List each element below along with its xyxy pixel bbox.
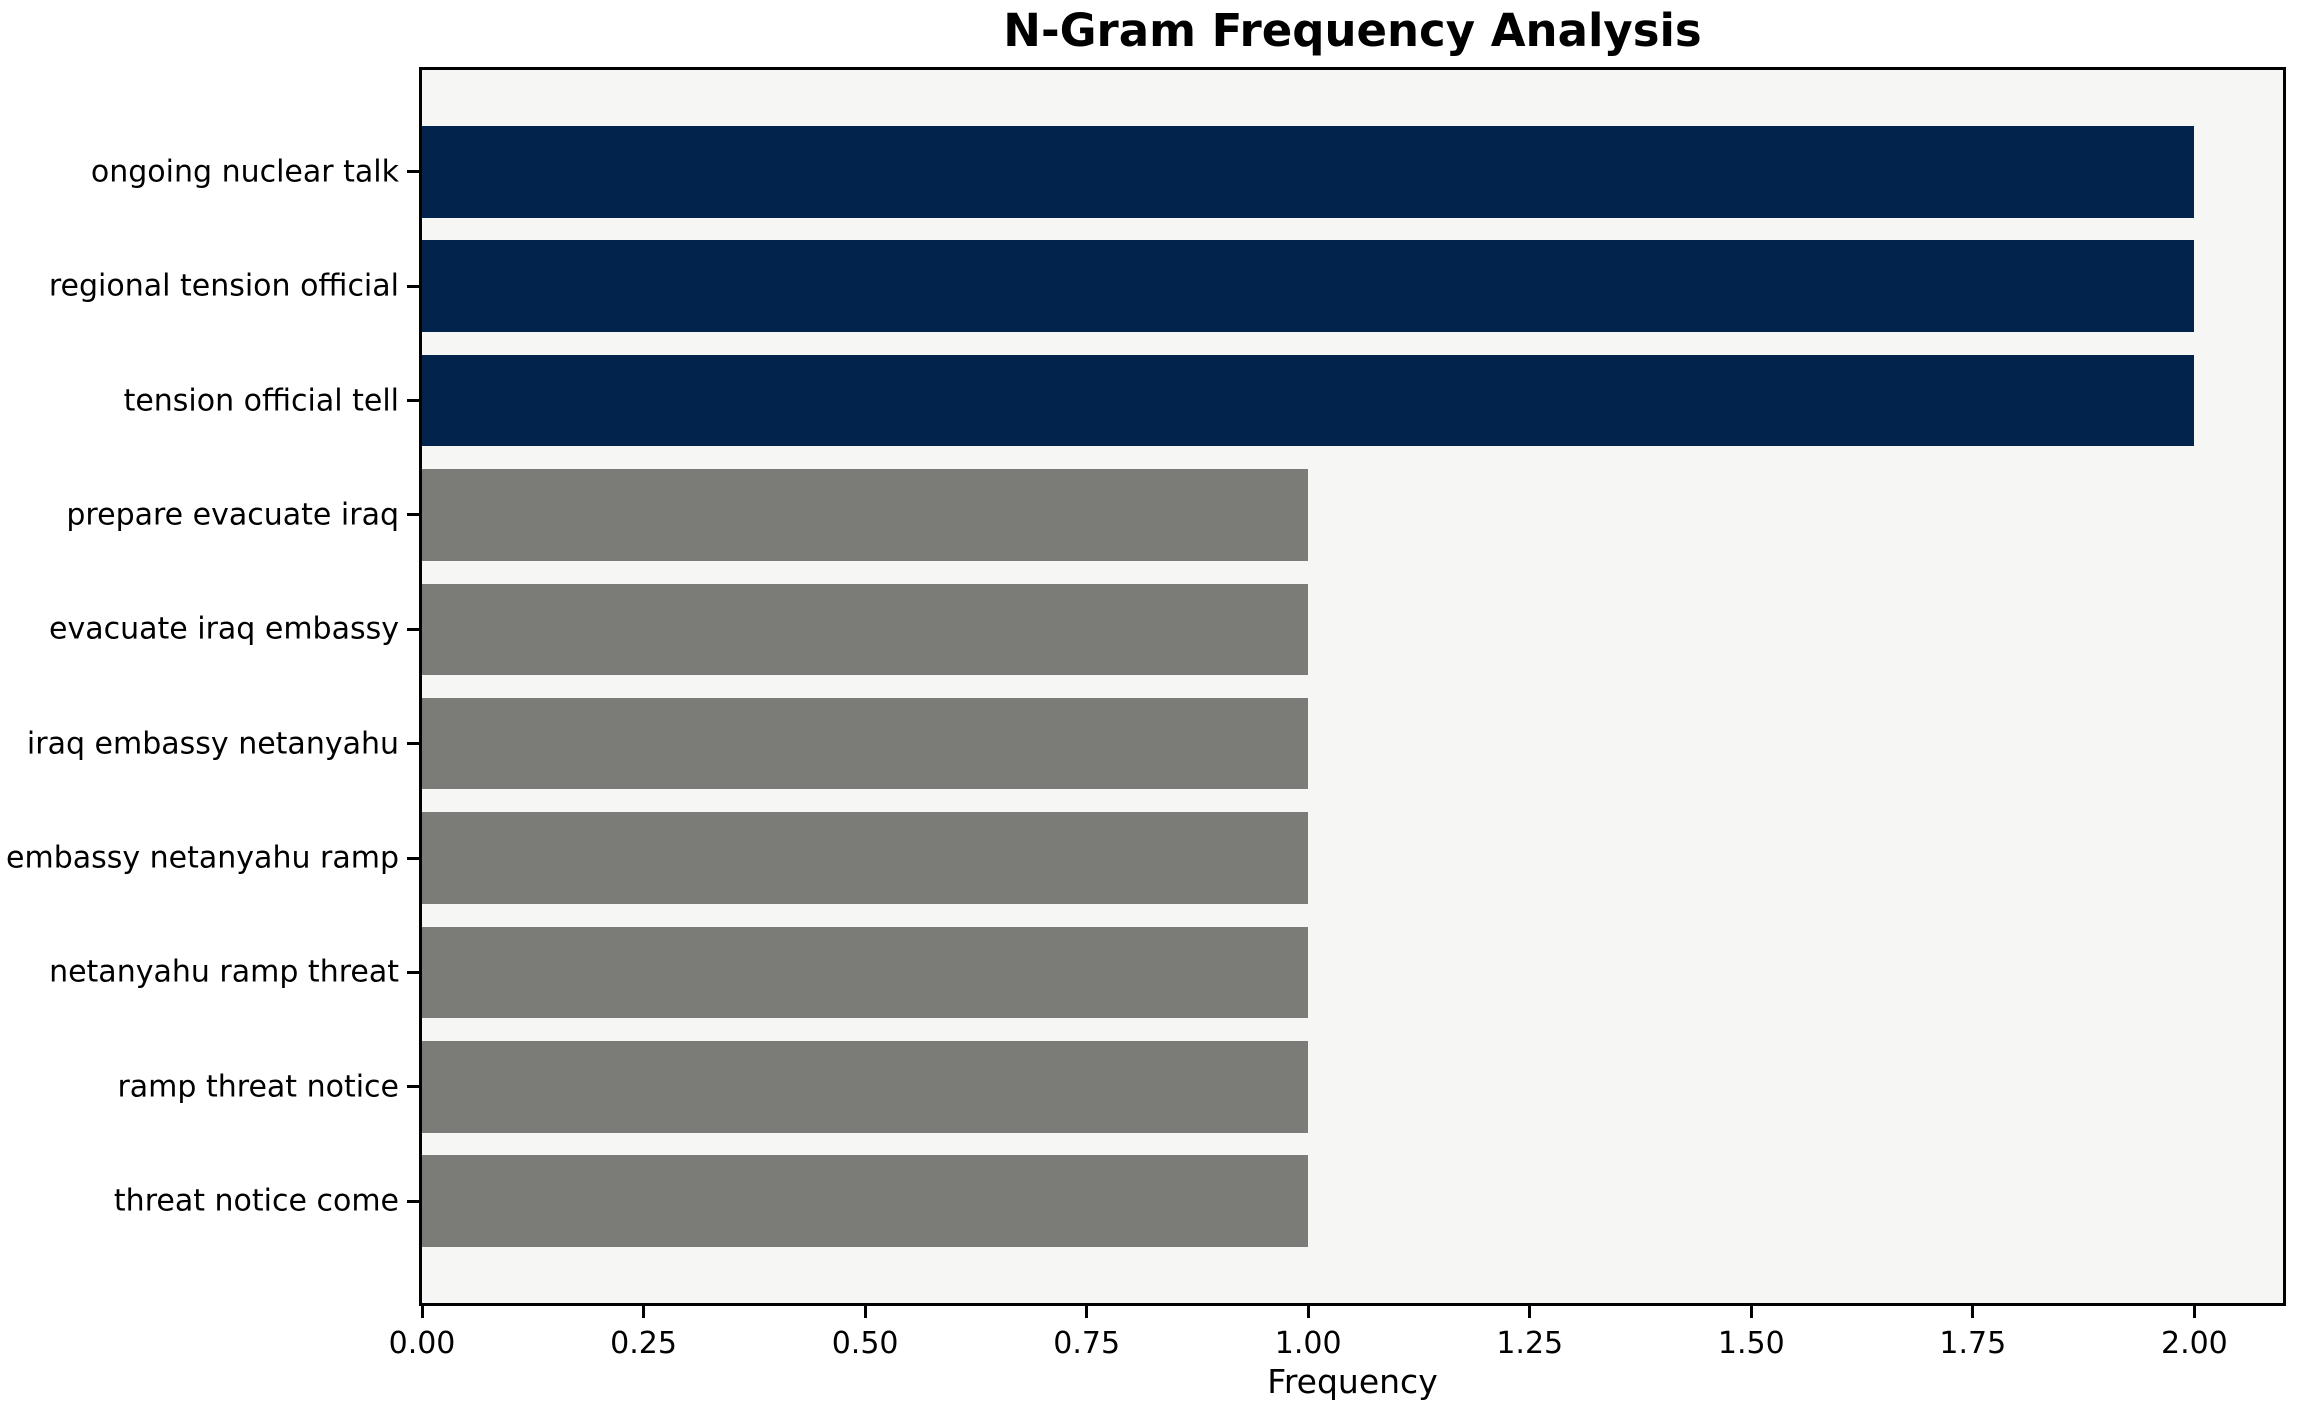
- y-tick-mark: [407, 284, 419, 288]
- y-tick-label: embassy netanyahu ramp: [6, 840, 399, 876]
- y-tick-mark: [407, 1085, 419, 1089]
- bar: [422, 1041, 1309, 1133]
- y-tick-label: prepare evacuate iraq: [66, 497, 399, 533]
- x-tick-mark: [1749, 1306, 1753, 1318]
- x-tick-mark: [1971, 1306, 1975, 1318]
- bar: [422, 926, 1309, 1019]
- x-tick-label: 0.00: [388, 1326, 456, 1361]
- plot-area: [419, 67, 2286, 1306]
- bar: [422, 1155, 1309, 1247]
- y-tick-mark: [407, 1199, 419, 1203]
- x-tick-mark: [420, 1306, 424, 1318]
- bar: [422, 354, 2195, 447]
- y-tick-mark: [407, 970, 419, 974]
- x-tick-mark: [1306, 1306, 1310, 1318]
- y-tick-label: iraq embassy netanyahu: [26, 726, 399, 762]
- x-tick-label: 0.25: [610, 1326, 677, 1361]
- y-tick-mark: [407, 856, 419, 860]
- y-tick-label: netanyahu ramp threat: [49, 954, 399, 990]
- x-tick-mark: [863, 1306, 867, 1318]
- y-tick-label: regional tension official: [48, 268, 399, 304]
- x-tick-label: 1.25: [1496, 1326, 1564, 1361]
- y-tick-mark: [407, 627, 419, 631]
- x-tick-label: 1.00: [1274, 1326, 1342, 1361]
- y-tick-label: evacuate iraq embassy: [49, 611, 399, 647]
- x-axis-title: Frequency: [1267, 1362, 1438, 1401]
- x-tick-mark: [1528, 1306, 1532, 1318]
- y-tick-label: threat notice come: [113, 1183, 399, 1219]
- bar: [422, 126, 2195, 218]
- bar: [422, 583, 1309, 676]
- chart-title: N-Gram Frequency Analysis: [1003, 4, 1702, 57]
- y-tick-label: tension official tell: [123, 383, 399, 419]
- y-tick-mark: [407, 742, 419, 746]
- y-tick-mark: [407, 399, 419, 403]
- x-tick-mark: [2192, 1306, 2196, 1318]
- bar: [422, 697, 1309, 790]
- x-tick-label: 1.50: [1717, 1326, 1785, 1361]
- bar: [422, 812, 1309, 904]
- x-tick-label: 0.50: [831, 1326, 899, 1361]
- y-tick-mark: [407, 513, 419, 517]
- bar: [422, 240, 2195, 332]
- x-tick-label: 2.00: [2160, 1326, 2228, 1361]
- x-tick-label: 1.75: [1939, 1326, 2007, 1361]
- bar: [422, 469, 1309, 561]
- y-tick-mark: [407, 170, 419, 174]
- x-tick-mark: [1085, 1306, 1089, 1318]
- x-tick-label: 0.75: [1053, 1326, 1121, 1361]
- y-tick-label: ramp threat notice: [117, 1069, 399, 1105]
- y-tick-label: ongoing nuclear talk: [90, 154, 399, 190]
- x-tick-mark: [642, 1306, 646, 1318]
